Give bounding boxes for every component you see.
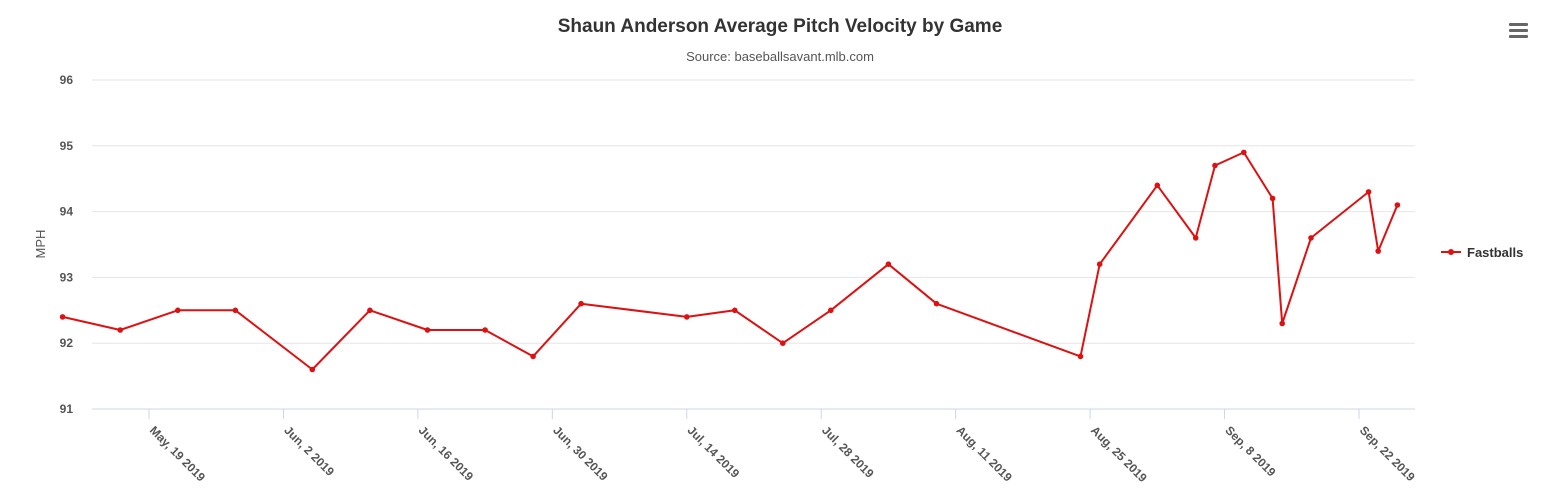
y-tick-label: 95 (60, 139, 74, 153)
data-point[interactable] (117, 327, 123, 333)
x-axis-ticks: May, 19 2019 Jun, 2 2019 Jun, 16 2019 Jun, … (147, 409, 1418, 485)
x-tick-label: Jul, 14 2019 (685, 423, 743, 481)
data-point[interactable] (1375, 248, 1381, 254)
x-tick-label: Aug, 11 2019 (954, 423, 1016, 485)
data-point[interactable] (780, 340, 786, 347)
chart-title: Shaun Anderson Average Pitch Velocity by… (558, 16, 1003, 37)
data-point[interactable] (1394, 202, 1401, 208)
x-tick-label: Jun, 2 2019 (281, 423, 337, 479)
data-point[interactable] (59, 314, 66, 320)
data-point[interactable] (578, 300, 584, 307)
data-point[interactable] (175, 307, 181, 314)
data-point[interactable] (1365, 189, 1372, 195)
data-point[interactable] (1212, 162, 1218, 169)
series-fastballs (59, 149, 1401, 373)
data-point[interactable] (367, 307, 373, 314)
data-point[interactable] (1192, 235, 1199, 241)
series-line (62, 151, 1399, 371)
data-point[interactable] (828, 307, 834, 314)
y-tick-label: 94 (60, 205, 74, 219)
y-axis-label: MPH (33, 230, 48, 259)
data-point[interactable] (482, 327, 488, 333)
data-point[interactable] (1154, 182, 1161, 189)
data-point[interactable] (530, 353, 536, 360)
data-point[interactable] (424, 327, 431, 333)
y-tick-label: 93 (60, 270, 74, 284)
data-point[interactable] (232, 307, 239, 314)
x-tick-label: May, 19 2019 (147, 423, 208, 484)
gridlines (92, 79, 1415, 344)
data-point[interactable] (1096, 261, 1103, 268)
y-tick-label: 92 (60, 336, 74, 350)
data-point[interactable] (1308, 235, 1314, 241)
y-axis-ticks: 91 92 93 94 95 96 (60, 73, 74, 416)
y-tick-label: 96 (60, 73, 74, 87)
chart-subtitle: Source: baseballsavant.mlb.com (686, 49, 874, 64)
data-point[interactable] (1077, 353, 1084, 360)
data-point[interactable] (309, 366, 316, 373)
x-tick-label: Jun, 30 2019 (550, 423, 611, 484)
x-tick-label: Sep, 22 2019 (1357, 423, 1418, 484)
x-tick-label: Sep, 8 2019 (1222, 423, 1278, 479)
data-point[interactable] (885, 261, 892, 268)
legend[interactable]: Fastballs (1441, 245, 1523, 260)
x-tick-label: Jul, 28 2019 (819, 423, 877, 481)
x-tick-label: Jun, 16 2019 (416, 423, 477, 484)
data-point[interactable] (933, 300, 940, 307)
data-point[interactable] (684, 314, 690, 320)
data-point[interactable] (732, 307, 738, 314)
data-point[interactable] (1269, 195, 1276, 202)
y-tick-label: 91 (60, 402, 74, 416)
hamburger-menu-icon[interactable] (1505, 20, 1531, 44)
data-point[interactable] (1279, 320, 1285, 327)
x-tick-label: Aug, 25 2019 (1088, 423, 1150, 485)
legend-label: Fastballs (1467, 245, 1523, 260)
legend-marker (1448, 249, 1454, 255)
data-point[interactable] (1241, 149, 1247, 156)
